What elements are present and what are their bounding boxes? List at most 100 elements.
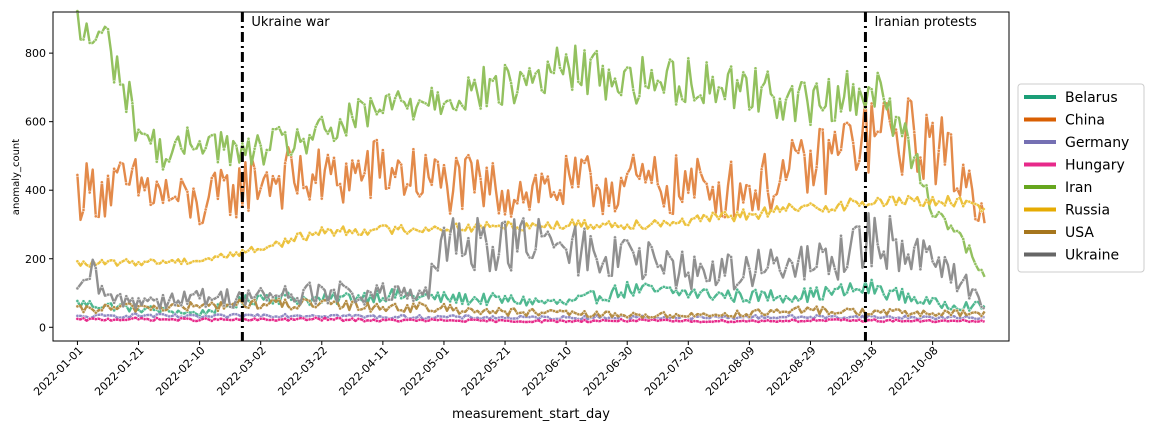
- data-point: [600, 298, 605, 302]
- x-tick-label: 2022-10-08: [886, 344, 940, 398]
- data-point: [558, 65, 562, 70]
- data-point: [857, 288, 862, 292]
- data-point: [319, 315, 324, 319]
- data-point: [888, 214, 892, 219]
- data-point: [558, 240, 562, 245]
- data-point: [167, 198, 171, 203]
- data-point: [338, 306, 342, 311]
- data-point: [472, 310, 477, 314]
- data-point: [930, 121, 935, 125]
- data-point: [154, 306, 159, 311]
- data-point: [771, 209, 776, 214]
- data-point: [161, 317, 165, 322]
- x-tick-label: 2022-06-10: [520, 344, 574, 398]
- data-point: [216, 160, 220, 164]
- data-point: [197, 318, 202, 323]
- data-point: [900, 287, 904, 291]
- data-point: [845, 69, 849, 74]
- data-point: [344, 161, 349, 166]
- data-point: [246, 305, 251, 310]
- data-point: [368, 318, 373, 323]
- data-point: [362, 315, 367, 320]
- data-point: [539, 320, 544, 324]
- data-point: [289, 316, 294, 321]
- data-point: [417, 98, 422, 103]
- data-point: [472, 190, 477, 195]
- data-point: [142, 296, 147, 301]
- data-point: [680, 216, 685, 221]
- data-point: [466, 306, 471, 311]
- data-point: [820, 318, 825, 323]
- data-point: [258, 247, 263, 252]
- data-point: [399, 223, 404, 228]
- data-point: [460, 309, 465, 314]
- data-point: [454, 306, 459, 311]
- data-point: [625, 315, 630, 320]
- data-point: [814, 313, 819, 318]
- data-point: [173, 260, 178, 265]
- data-point: [979, 268, 984, 272]
- data-point: [820, 108, 825, 113]
- data-point: [222, 255, 226, 259]
- data-point: [594, 319, 599, 323]
- data-point: [747, 319, 752, 323]
- data-point: [643, 84, 648, 89]
- data-point: [723, 210, 727, 215]
- data-point: [417, 318, 422, 322]
- data-point: [918, 300, 923, 305]
- data-point: [148, 141, 153, 146]
- data-point: [191, 259, 196, 264]
- data-point: [649, 284, 654, 288]
- data-point: [625, 319, 630, 324]
- data-point: [759, 289, 764, 294]
- data-point: [729, 319, 733, 324]
- data-point: [185, 189, 190, 194]
- data-point: [881, 315, 886, 320]
- data-point: [307, 280, 312, 285]
- data-point: [283, 316, 287, 321]
- series-hungary: [75, 315, 986, 324]
- data-point: [619, 290, 623, 295]
- data-point: [796, 305, 801, 309]
- data-point: [75, 317, 80, 321]
- data-point: [839, 282, 843, 287]
- data-point: [258, 186, 263, 191]
- data-point: [961, 318, 966, 322]
- data-point: [381, 305, 385, 310]
- data-point: [545, 298, 550, 303]
- data-point: [497, 223, 501, 228]
- data-point: [582, 226, 587, 231]
- data-point: [533, 296, 538, 301]
- data-point: [765, 298, 770, 303]
- data-point: [619, 317, 623, 322]
- data-point: [423, 303, 428, 308]
- data-point: [881, 249, 886, 254]
- data-point: [509, 293, 513, 298]
- data-point: [680, 97, 685, 102]
- data-point: [857, 224, 862, 229]
- data-point: [839, 148, 843, 152]
- data-point: [326, 153, 330, 157]
- data-point: [521, 216, 526, 221]
- data-point: [387, 317, 391, 322]
- data-point: [112, 317, 116, 322]
- data-point: [918, 313, 923, 318]
- data-point: [240, 248, 245, 252]
- data-point: [118, 160, 123, 165]
- data-point: [655, 313, 660, 318]
- data-point: [466, 153, 471, 158]
- data-point: [118, 82, 123, 87]
- data-point: [594, 257, 599, 262]
- data-point: [173, 303, 178, 307]
- data-point: [313, 124, 318, 129]
- data-point: [894, 307, 898, 312]
- data-point: [222, 178, 226, 183]
- data-point: [148, 295, 153, 300]
- data-point: [112, 166, 116, 171]
- data-point: [600, 318, 605, 322]
- data-point: [680, 250, 685, 254]
- data-point: [466, 302, 471, 307]
- data-point: [808, 201, 813, 206]
- data-point: [411, 318, 416, 322]
- data-point: [411, 301, 416, 306]
